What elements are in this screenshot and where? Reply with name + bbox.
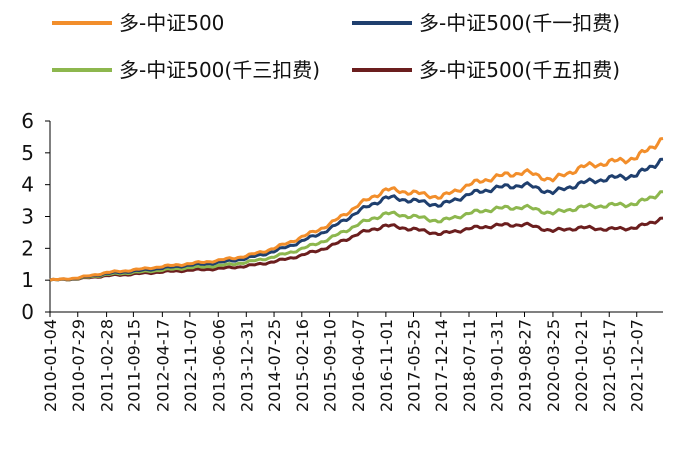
x-tick-label: 2012-04-17 [153, 319, 172, 412]
x-tick-label: 2013-06-06 [209, 319, 228, 412]
legend: 多-中证500 多-中证500(千一扣费) 多-中证500(千三扣费) 多-中证500… [52, 11, 620, 82]
y-tick-label: 0 [21, 300, 34, 324]
x-tick-label: 2014-07-25 [265, 319, 284, 412]
x-tick-label: 2021-12-07 [628, 319, 647, 412]
x-axis: 2010-01-04 2010-07-29 2011-02-28 2011-09-15… [41, 311, 663, 412]
x-tick-label: 2017-12-14 [432, 319, 451, 412]
x-tick-label: 2020-10-21 [572, 319, 591, 412]
y-tick-label: 4 [21, 173, 34, 197]
x-tick-label: 2015-02-16 [293, 319, 312, 412]
x-tick-label: 2016-04-07 [349, 319, 368, 412]
y-tick-label: 6 [21, 109, 34, 133]
legend-label: 多-中证500 [119, 11, 224, 35]
legend-label: 多-中证500(千一扣费) [419, 11, 620, 35]
y-tick-label: 2 [21, 236, 34, 260]
x-tick-label: 2010-07-29 [69, 319, 88, 412]
x-tick-label: 2012-11-07 [181, 319, 200, 412]
x-tick-label: 2018-07-11 [460, 319, 479, 412]
series-line [49, 137, 664, 282]
x-tick-label: 2016-11-01 [377, 319, 396, 412]
series-line [49, 190, 664, 282]
y-tick-label: 5 [21, 141, 34, 165]
series-line [49, 157, 664, 282]
x-tick-label: 2013-12-31 [237, 319, 256, 412]
y-tick-label: 1 [21, 268, 34, 292]
plot-area [49, 137, 664, 282]
x-tick-label: 2010-01-04 [41, 319, 60, 412]
y-tick-label: 3 [21, 205, 34, 229]
x-tick-label: 2017-05-25 [404, 319, 423, 412]
x-tick-label: 2011-02-28 [98, 319, 117, 412]
x-tick-label: 2020-03-25 [544, 319, 563, 412]
legend-label: 多-中证500(千三扣费) [119, 58, 320, 82]
x-tick-label: 2021-05-17 [600, 319, 619, 412]
y-axis: 0 1 2 3 4 5 6 [21, 109, 51, 324]
x-tick-label: 2019-08-27 [516, 319, 535, 412]
legend-label: 多-中证500(千五扣费) [419, 58, 620, 82]
x-tick-label: 2015-09-10 [321, 319, 340, 412]
series-line [49, 216, 664, 282]
x-tick-label: 2019-01-31 [487, 319, 506, 412]
x-tick-label: 2011-09-15 [124, 319, 143, 412]
